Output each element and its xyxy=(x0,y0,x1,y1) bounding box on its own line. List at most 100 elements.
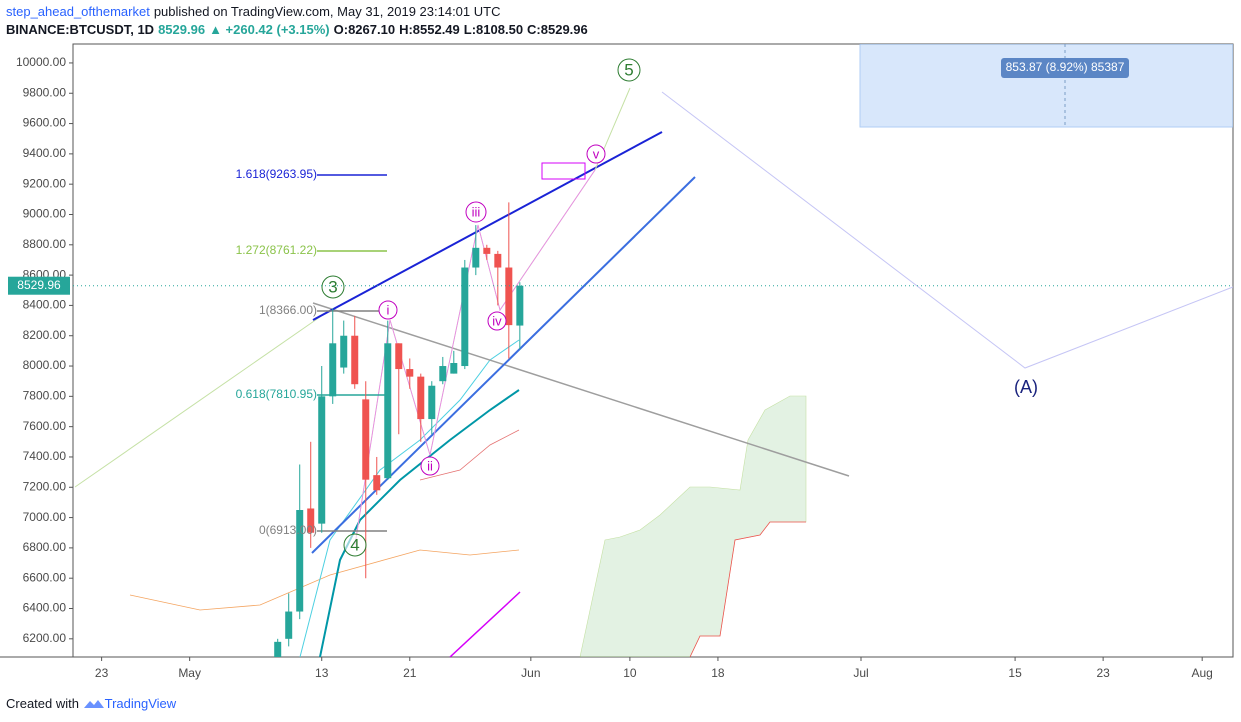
candle-body xyxy=(329,343,337,397)
y-tick-label: 9600.00 xyxy=(23,116,67,130)
trend-line xyxy=(74,309,331,488)
x-tick-label: 15 xyxy=(1008,666,1022,680)
wave-circle xyxy=(321,275,345,299)
wave-label: v xyxy=(593,146,600,161)
x-tick-label: 10 xyxy=(623,666,637,680)
candle-body xyxy=(285,611,293,639)
candle-body xyxy=(417,376,425,420)
y-tick-label: 9200.00 xyxy=(23,176,67,190)
y-tick-label: 7200.00 xyxy=(23,479,67,493)
indicator-line xyxy=(449,591,521,657)
x-tick-label: 13 xyxy=(315,666,329,680)
wave-circle xyxy=(343,533,367,557)
wave-circle xyxy=(465,201,487,223)
wave-label: iii xyxy=(472,204,481,219)
cloud xyxy=(579,395,807,657)
price-tag xyxy=(8,276,70,295)
y-tick-label: 6600.00 xyxy=(23,570,67,584)
y-tick-label: 9800.00 xyxy=(23,85,67,99)
candle-body xyxy=(395,343,403,370)
x-tick-label: 21 xyxy=(403,666,417,680)
y-tick-label: 7600.00 xyxy=(23,419,67,433)
footer-link[interactable]: TradingView xyxy=(104,696,177,711)
change: ▲ +260.42 (+3.15%) xyxy=(209,22,330,37)
ohlc: L:8108.50 xyxy=(463,22,524,37)
y-tick-label: 9000.00 xyxy=(23,207,67,221)
header-line: step_ahead_ofthemarket published on Tradi… xyxy=(6,4,504,19)
y-tick-label: 8000.00 xyxy=(23,358,67,372)
candle-body xyxy=(461,267,469,367)
projection-line xyxy=(661,91,1233,369)
wave-circle xyxy=(617,58,641,82)
symbol-line: BINANCE:BTCUSDT, 1D 8529.96 ▲ +260.42 (+3.… xyxy=(6,22,592,37)
measure-tag xyxy=(1001,58,1129,78)
wave-circle xyxy=(378,300,398,320)
candle-body xyxy=(428,385,436,420)
x-tick-label: 18 xyxy=(711,666,725,680)
last: 8529.96 xyxy=(158,22,206,37)
y-tick-label: 7800.00 xyxy=(23,389,67,403)
y-tick-label: 8800.00 xyxy=(23,237,67,251)
y-tick-label: 6400.00 xyxy=(23,601,67,615)
wave-label: 4 xyxy=(350,535,359,554)
y-tick-label: 6200.00 xyxy=(23,631,67,645)
candle-body xyxy=(373,475,381,491)
y-tick-label: 9400.00 xyxy=(23,146,67,160)
trend-line xyxy=(312,302,850,477)
chart: 1.618(9263.95) 1.272(8761.22) 1(8366.00)… xyxy=(0,43,1234,680)
candle-body xyxy=(406,369,414,377)
candle-body xyxy=(450,363,458,374)
wave-circle xyxy=(586,144,606,164)
ma-line xyxy=(129,549,520,611)
fib-label: 1.618(9263.95) xyxy=(236,167,317,181)
y-tick-label: 8200.00 xyxy=(23,328,67,342)
measure-label: 853.87 (8.92%) 85387 xyxy=(1006,60,1125,74)
y-tick-label: 7400.00 xyxy=(23,449,67,463)
ohlc: H:8552.49 xyxy=(399,22,460,37)
candle-body xyxy=(362,399,370,480)
x-tick-label: May xyxy=(178,666,201,680)
wave-circle xyxy=(420,456,440,476)
wave-label: i xyxy=(387,302,390,317)
symbol: BINANCE:BTCUSDT, 1D xyxy=(6,22,155,37)
wave-label: ii xyxy=(427,458,433,473)
wave-label: (A) xyxy=(1014,377,1038,397)
fib-label: 0(6913.00) xyxy=(259,523,317,537)
candle-body xyxy=(318,396,326,524)
measure-box xyxy=(859,44,1233,128)
x-tick-label: Jun xyxy=(521,666,540,680)
candle-body xyxy=(384,343,392,479)
wave-label: 5 xyxy=(624,60,633,79)
fib-label: 0.618(7810.95) xyxy=(236,387,317,401)
x-tick-label: 23 xyxy=(95,666,109,680)
cloud-edge xyxy=(689,521,806,657)
published: published on TradingView.com, May 31, 20… xyxy=(153,4,501,19)
drawings xyxy=(74,44,1233,657)
ohlc: O:8267.10 xyxy=(333,22,396,37)
y-tick-label: 8400.00 xyxy=(23,298,67,312)
logo xyxy=(83,700,104,708)
ohlc: C:8529.96 xyxy=(527,22,588,37)
price-tag-label: 8529.96 xyxy=(17,278,61,292)
wave-circle xyxy=(487,311,507,331)
candle-body xyxy=(439,366,447,382)
target-box xyxy=(541,162,586,180)
y-tick-label: 6800.00 xyxy=(23,540,67,554)
indicator-line xyxy=(319,389,520,657)
wave-path xyxy=(354,169,596,546)
x-tick-label: Aug xyxy=(1192,666,1213,680)
candle-body xyxy=(505,267,513,326)
candle-body xyxy=(307,508,315,533)
annotations: 1.618(9263.95) 1.272(8761.22) 1(8366.00)… xyxy=(236,58,1129,557)
channel-line xyxy=(311,176,696,554)
candle-body xyxy=(296,510,304,612)
candle-body xyxy=(472,247,480,268)
author: step_ahead_ofthemarket xyxy=(6,4,150,19)
x-tick-label: Jul xyxy=(853,666,868,680)
candle-body xyxy=(494,253,502,268)
candle-body xyxy=(340,335,348,368)
fib-label: 1.272(8761.22) xyxy=(236,243,317,257)
indicator-line xyxy=(419,429,520,481)
candle-body xyxy=(516,285,524,326)
